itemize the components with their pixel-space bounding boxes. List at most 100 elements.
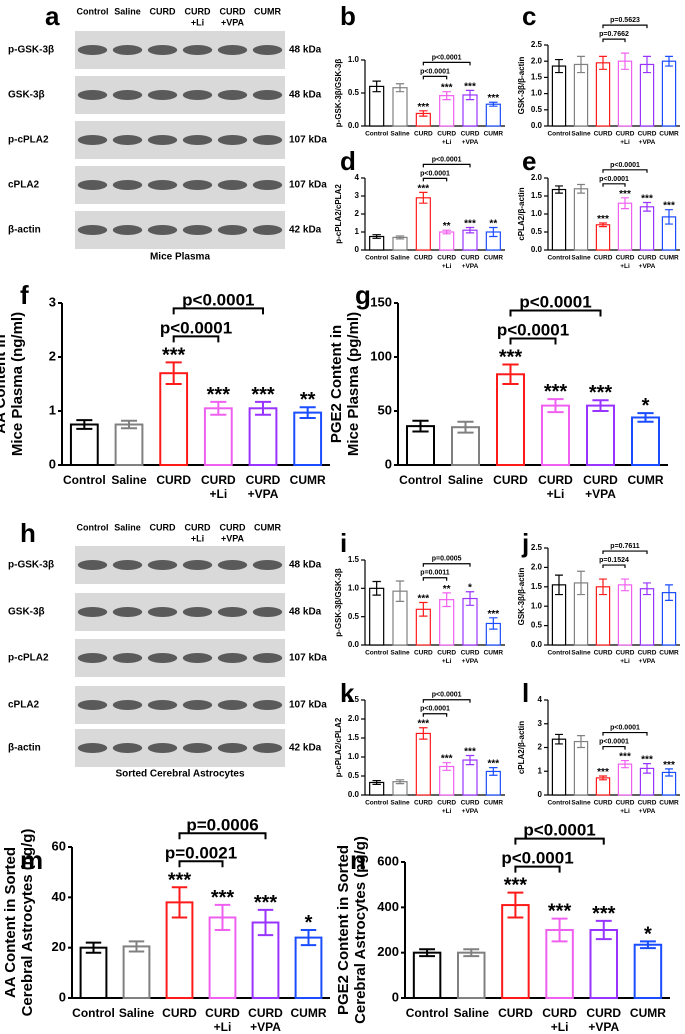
error-bar — [665, 768, 673, 777]
y-tick-label: 1.0 — [531, 89, 543, 98]
x-tick-label: Saline — [571, 255, 591, 262]
y-tick-label: 2.5 — [531, 40, 543, 49]
x-tick-label: CURD — [498, 1006, 533, 1020]
x-tick-label: Control — [365, 255, 388, 262]
blot-band — [147, 90, 178, 100]
bar — [595, 586, 611, 646]
lane-label: CURD — [185, 522, 211, 532]
error-bar — [502, 363, 519, 385]
y-tick-label: 0.5 — [531, 105, 543, 114]
comparison-bracket — [172, 335, 220, 343]
x-tick-label: Saline — [448, 473, 484, 487]
error-bar — [577, 55, 585, 74]
x-tick-label: +Li — [620, 139, 630, 146]
x-tick-label: +Li — [547, 487, 565, 501]
x-tick-label: CUMR — [484, 800, 504, 807]
y-tick-label: 1 — [49, 402, 56, 417]
bar — [485, 103, 501, 127]
size-label: 48 kDa — [289, 560, 322, 571]
significance-stars: *** — [641, 755, 653, 766]
x-tick-label: CURD — [437, 800, 456, 807]
x-tick-label: +Li — [442, 658, 452, 665]
x-tick-label: CURD — [638, 650, 657, 657]
error-bar — [419, 948, 436, 958]
blot-membrane — [75, 31, 285, 69]
x-tick-label: +Li — [551, 1020, 569, 1034]
error-bar — [372, 580, 381, 596]
blot-band — [217, 135, 248, 145]
comparison-bracket — [422, 75, 448, 80]
x-tick-label: Control — [547, 131, 570, 138]
blot-band — [252, 607, 283, 617]
significance-stars: *** — [663, 201, 675, 212]
error-bar — [442, 762, 451, 771]
x-tick-label: CURD — [414, 131, 433, 138]
bar — [439, 231, 455, 251]
comparison-bracket — [422, 563, 471, 567]
error-bar — [595, 919, 612, 941]
error-bar — [621, 52, 629, 70]
bar — [573, 63, 589, 127]
error-bar — [643, 763, 651, 774]
error-bar — [592, 399, 609, 412]
y-tick-label: 1 — [538, 766, 543, 775]
x-tick-label: CURD — [461, 131, 480, 138]
size-label: 42 kDa — [289, 225, 322, 236]
error-bar — [419, 191, 428, 204]
x-tick-label: CURD — [586, 1006, 621, 1020]
lane-label: +Li — [191, 17, 204, 27]
x-tick-label: CURD — [638, 131, 657, 138]
protein-label: GSK-3β — [8, 607, 45, 618]
significance-stars: *** — [592, 903, 616, 925]
p-value: p=0.0011 — [420, 570, 449, 577]
blot-band — [182, 653, 213, 663]
x-tick-label: Control — [63, 473, 106, 487]
bar — [573, 188, 589, 251]
p-value: p=0.0005 — [432, 556, 462, 563]
p-value: p=0.0006 — [186, 815, 258, 834]
y-tick-label: 4 — [538, 695, 543, 704]
bar — [369, 85, 385, 127]
error-bar — [300, 929, 317, 947]
x-tick-label: CUMR — [659, 800, 679, 807]
bar — [415, 197, 431, 251]
x-tick-label: CURD — [414, 650, 433, 657]
error-bar — [442, 229, 451, 235]
x-tick-label: Control — [365, 650, 388, 657]
blot-band — [252, 90, 283, 100]
error-bar — [372, 779, 381, 785]
bar — [617, 763, 633, 796]
y-tick-label: 20 — [52, 939, 66, 954]
y-tick-label: 400 — [377, 899, 399, 914]
panel-letter: m — [20, 845, 43, 875]
significance-stars: *** — [544, 381, 568, 403]
y-tick-label: 2 — [538, 743, 543, 752]
blot-band — [112, 560, 143, 570]
x-tick-label: CURD — [583, 473, 618, 487]
significance-stars: *** — [251, 384, 275, 406]
y-tick-label: 1.5 — [531, 73, 543, 82]
error-bar — [665, 209, 673, 225]
p-value: p<0.0001 — [599, 176, 629, 183]
significance-stars: *** — [499, 347, 523, 369]
error-bar — [621, 578, 629, 592]
y-tick-label: 40 — [52, 889, 66, 904]
blot-band — [112, 90, 143, 100]
blot-band — [147, 135, 178, 145]
bar — [415, 732, 431, 796]
x-tick-label: +Li — [209, 487, 227, 501]
blot-band — [252, 225, 283, 235]
size-label: 107 kDa — [289, 700, 327, 711]
y-axis-label: PGE2 Content in — [328, 325, 345, 443]
significance-stars: *** — [417, 594, 429, 605]
y-tick-label: 0.5 — [348, 771, 360, 780]
p-value: p<0.0001 — [523, 821, 595, 840]
significance-stars: *** — [441, 754, 453, 765]
error-bar — [395, 83, 405, 93]
blot-membrane — [75, 121, 285, 159]
comparison-bracket — [602, 183, 626, 187]
x-tick-label: CUMR — [659, 650, 679, 657]
size-label: 48 kDa — [289, 90, 322, 101]
x-tick-label: +VPA — [639, 658, 656, 665]
error-bar — [128, 940, 145, 953]
